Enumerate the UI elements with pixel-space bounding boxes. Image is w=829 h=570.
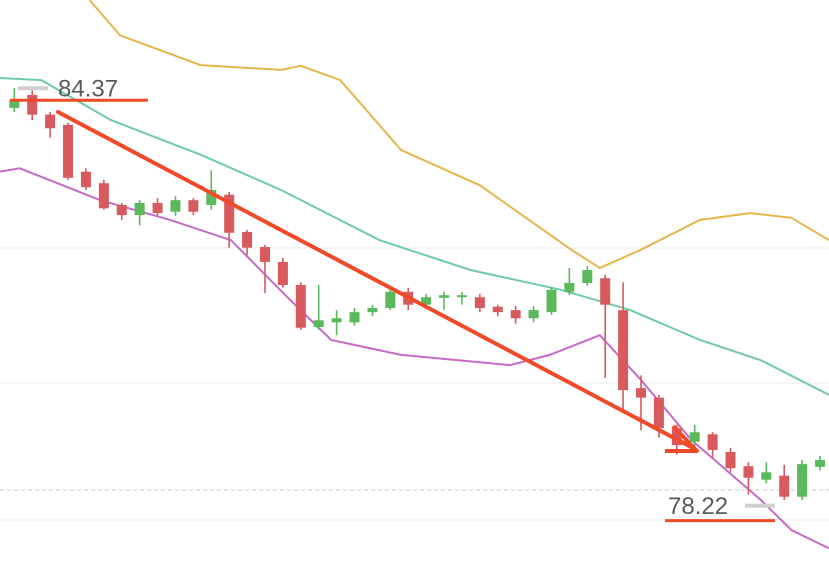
candle-body [439, 295, 450, 298]
candle-body [761, 472, 772, 480]
band-line [88, 0, 829, 270]
candle-body [98, 183, 109, 209]
candle-body [618, 310, 629, 391]
price-label: 84.37 [58, 76, 118, 103]
candle-body [707, 434, 718, 450]
candle-body [80, 171, 91, 188]
candle-body [313, 320, 324, 328]
candle-body [582, 270, 593, 283]
candle-body [27, 95, 38, 115]
candle-body [224, 194, 235, 233]
candle-body [63, 124, 74, 178]
band-line [0, 77, 829, 396]
candle-body [456, 295, 467, 298]
candle-body [779, 475, 790, 497]
candle-body [546, 289, 557, 313]
candle-body [474, 297, 485, 309]
candle-body [492, 306, 503, 313]
candle-body [653, 397, 664, 429]
candle-body [385, 291, 396, 309]
candle-body [367, 308, 378, 313]
price-labels: 84.37 78.22 [10, 76, 775, 523]
candle-body [45, 114, 56, 129]
candle-body [671, 428, 682, 446]
candle-body [564, 282, 575, 292]
candle-body [421, 297, 432, 305]
candle-body [188, 200, 199, 212]
candle-body [9, 99, 20, 108]
candle-body [152, 202, 163, 214]
candle-body [259, 247, 270, 262]
candle-body [725, 451, 736, 469]
candle-body [635, 388, 646, 398]
candle-body [528, 310, 539, 319]
candle-body [116, 204, 127, 216]
candle-body [134, 202, 145, 216]
candles [9, 88, 826, 501]
candle-body [815, 460, 826, 467]
candle-body [689, 432, 700, 442]
candle-body [349, 312, 360, 323]
candle-body [295, 285, 306, 328]
candle-body [797, 464, 808, 497]
candle-body [277, 261, 288, 285]
trend-arrow [56, 110, 699, 453]
candle-body [510, 310, 521, 319]
candle-body [242, 232, 253, 248]
arrow-shaft [56, 110, 695, 450]
candle-body [206, 190, 217, 205]
candle-body [600, 278, 611, 305]
arrow-head [665, 424, 699, 453]
candle-body [170, 200, 181, 212]
price-label: 78.22 [668, 493, 728, 520]
candle-body [331, 318, 342, 323]
candle-body [743, 466, 754, 478]
